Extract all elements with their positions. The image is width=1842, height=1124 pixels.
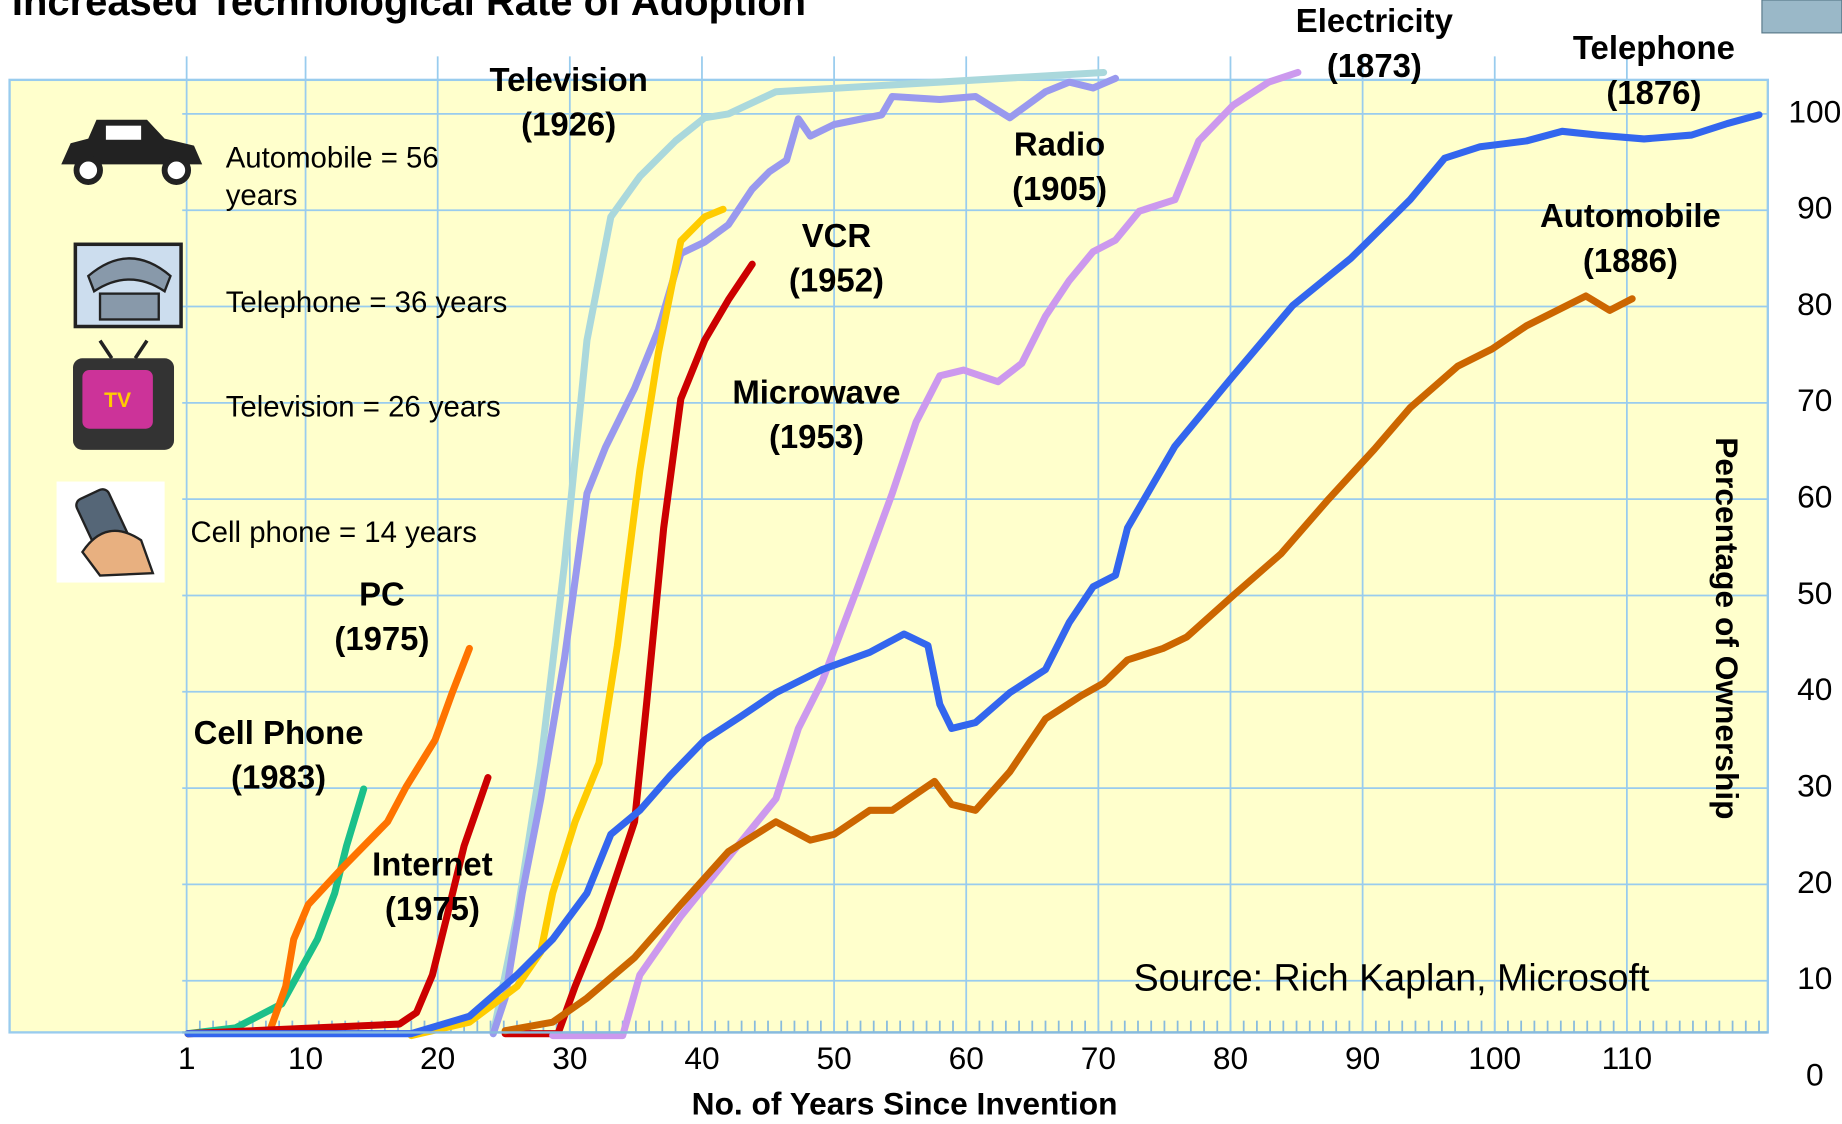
series-label: Automobile: [1540, 197, 1721, 234]
series-line: [489, 74, 1120, 1038]
series-label: Electricity: [1296, 2, 1454, 39]
series-year: (1975): [334, 620, 429, 657]
series-year: (1926): [521, 106, 616, 143]
x-tick-label: 110: [1602, 1040, 1653, 1076]
series-line: [184, 785, 368, 1038]
y-axis-label: Percentage of Ownership: [1709, 437, 1745, 819]
corner-picture: [1761, 0, 1842, 34]
series-year: (1983): [231, 759, 326, 796]
series-label: PC: [359, 575, 405, 612]
note: Cell phone = 14 years: [190, 516, 476, 549]
series-line: [184, 111, 1763, 1038]
x-tick-label: 30: [552, 1040, 587, 1076]
chart-title: Increased Technological Rate of Adoption: [12, 0, 806, 24]
y-tick-label: 20: [1797, 864, 1832, 900]
y-tick-label: 30: [1797, 767, 1832, 803]
series-label: Telephone: [1573, 29, 1735, 66]
series-line: [501, 260, 756, 1038]
x-tick-label: 100: [1468, 1040, 1521, 1076]
series-line: [549, 68, 1302, 1040]
series-year: (1886): [1583, 242, 1678, 279]
x-tick-label: 1: [178, 1040, 196, 1076]
notes: Automobile = 56 years Telephone = 36 years…: [190, 141, 507, 549]
y-tick-label: 50: [1797, 575, 1832, 611]
series-line: [184, 773, 492, 1038]
note: Automobile = 56: [226, 141, 439, 174]
note: years: [226, 179, 298, 212]
x-tick-label: 10: [288, 1040, 323, 1076]
series-year: (1876): [1606, 74, 1701, 111]
series-label: VCR: [802, 217, 872, 254]
series-year: (1975): [385, 890, 480, 927]
y-tick-label: 0: [1806, 1056, 1824, 1092]
y-tick-label: 100: [1788, 93, 1841, 129]
x-tick-label: 70: [1081, 1040, 1116, 1076]
y-tick-label: 60: [1797, 479, 1832, 515]
x-tick-label: 80: [1213, 1040, 1248, 1076]
series-year: (1952): [789, 262, 884, 299]
series-year: (1905): [1012, 170, 1107, 207]
y-tick-label: 70: [1797, 382, 1832, 418]
x-tick-label: 20: [420, 1040, 455, 1076]
annotations: Cell Phone (1983) PC (1975) Internet (1975) Te…: [194, 2, 1735, 927]
plot-area: [8, 78, 1769, 1034]
y-tick-label: 40: [1797, 671, 1832, 707]
series-label: Microwave: [732, 373, 900, 410]
x-tick-label: 90: [1345, 1040, 1380, 1076]
series-label: Radio: [1014, 126, 1105, 163]
svg-text:TV: TV: [104, 389, 131, 412]
lines: [184, 68, 1763, 1040]
y-tick-label: 10: [1797, 960, 1832, 996]
x-axis-label: No. of Years Since Invention: [692, 1086, 1118, 1122]
tv-icon: TV: [73, 339, 175, 450]
x-tick-label: 40: [684, 1040, 719, 1076]
series-line: [407, 205, 727, 1040]
y-tick-label: 90: [1797, 190, 1832, 226]
y-tick-label: 80: [1797, 286, 1832, 322]
series-line: [184, 644, 473, 1038]
series-line: [501, 292, 1636, 1035]
note: Telephone = 36 years: [226, 286, 508, 319]
series-label: Television: [489, 61, 647, 98]
series-year: (1873): [1327, 47, 1422, 84]
note: Television = 26 years: [226, 390, 501, 423]
series-label: Cell Phone: [194, 714, 364, 751]
series-line: [489, 68, 1108, 1038]
source: Source: Rich Kaplan, Microsoft: [1134, 957, 1650, 999]
phone-icon: [73, 242, 183, 329]
x-tick-label: 60: [949, 1040, 984, 1076]
cellphone-icon: [56, 481, 165, 583]
car-icon: [61, 119, 203, 185]
x-tick-label: 50: [816, 1040, 851, 1076]
series-label: Internet: [372, 845, 493, 882]
series-year: (1953): [769, 418, 864, 455]
